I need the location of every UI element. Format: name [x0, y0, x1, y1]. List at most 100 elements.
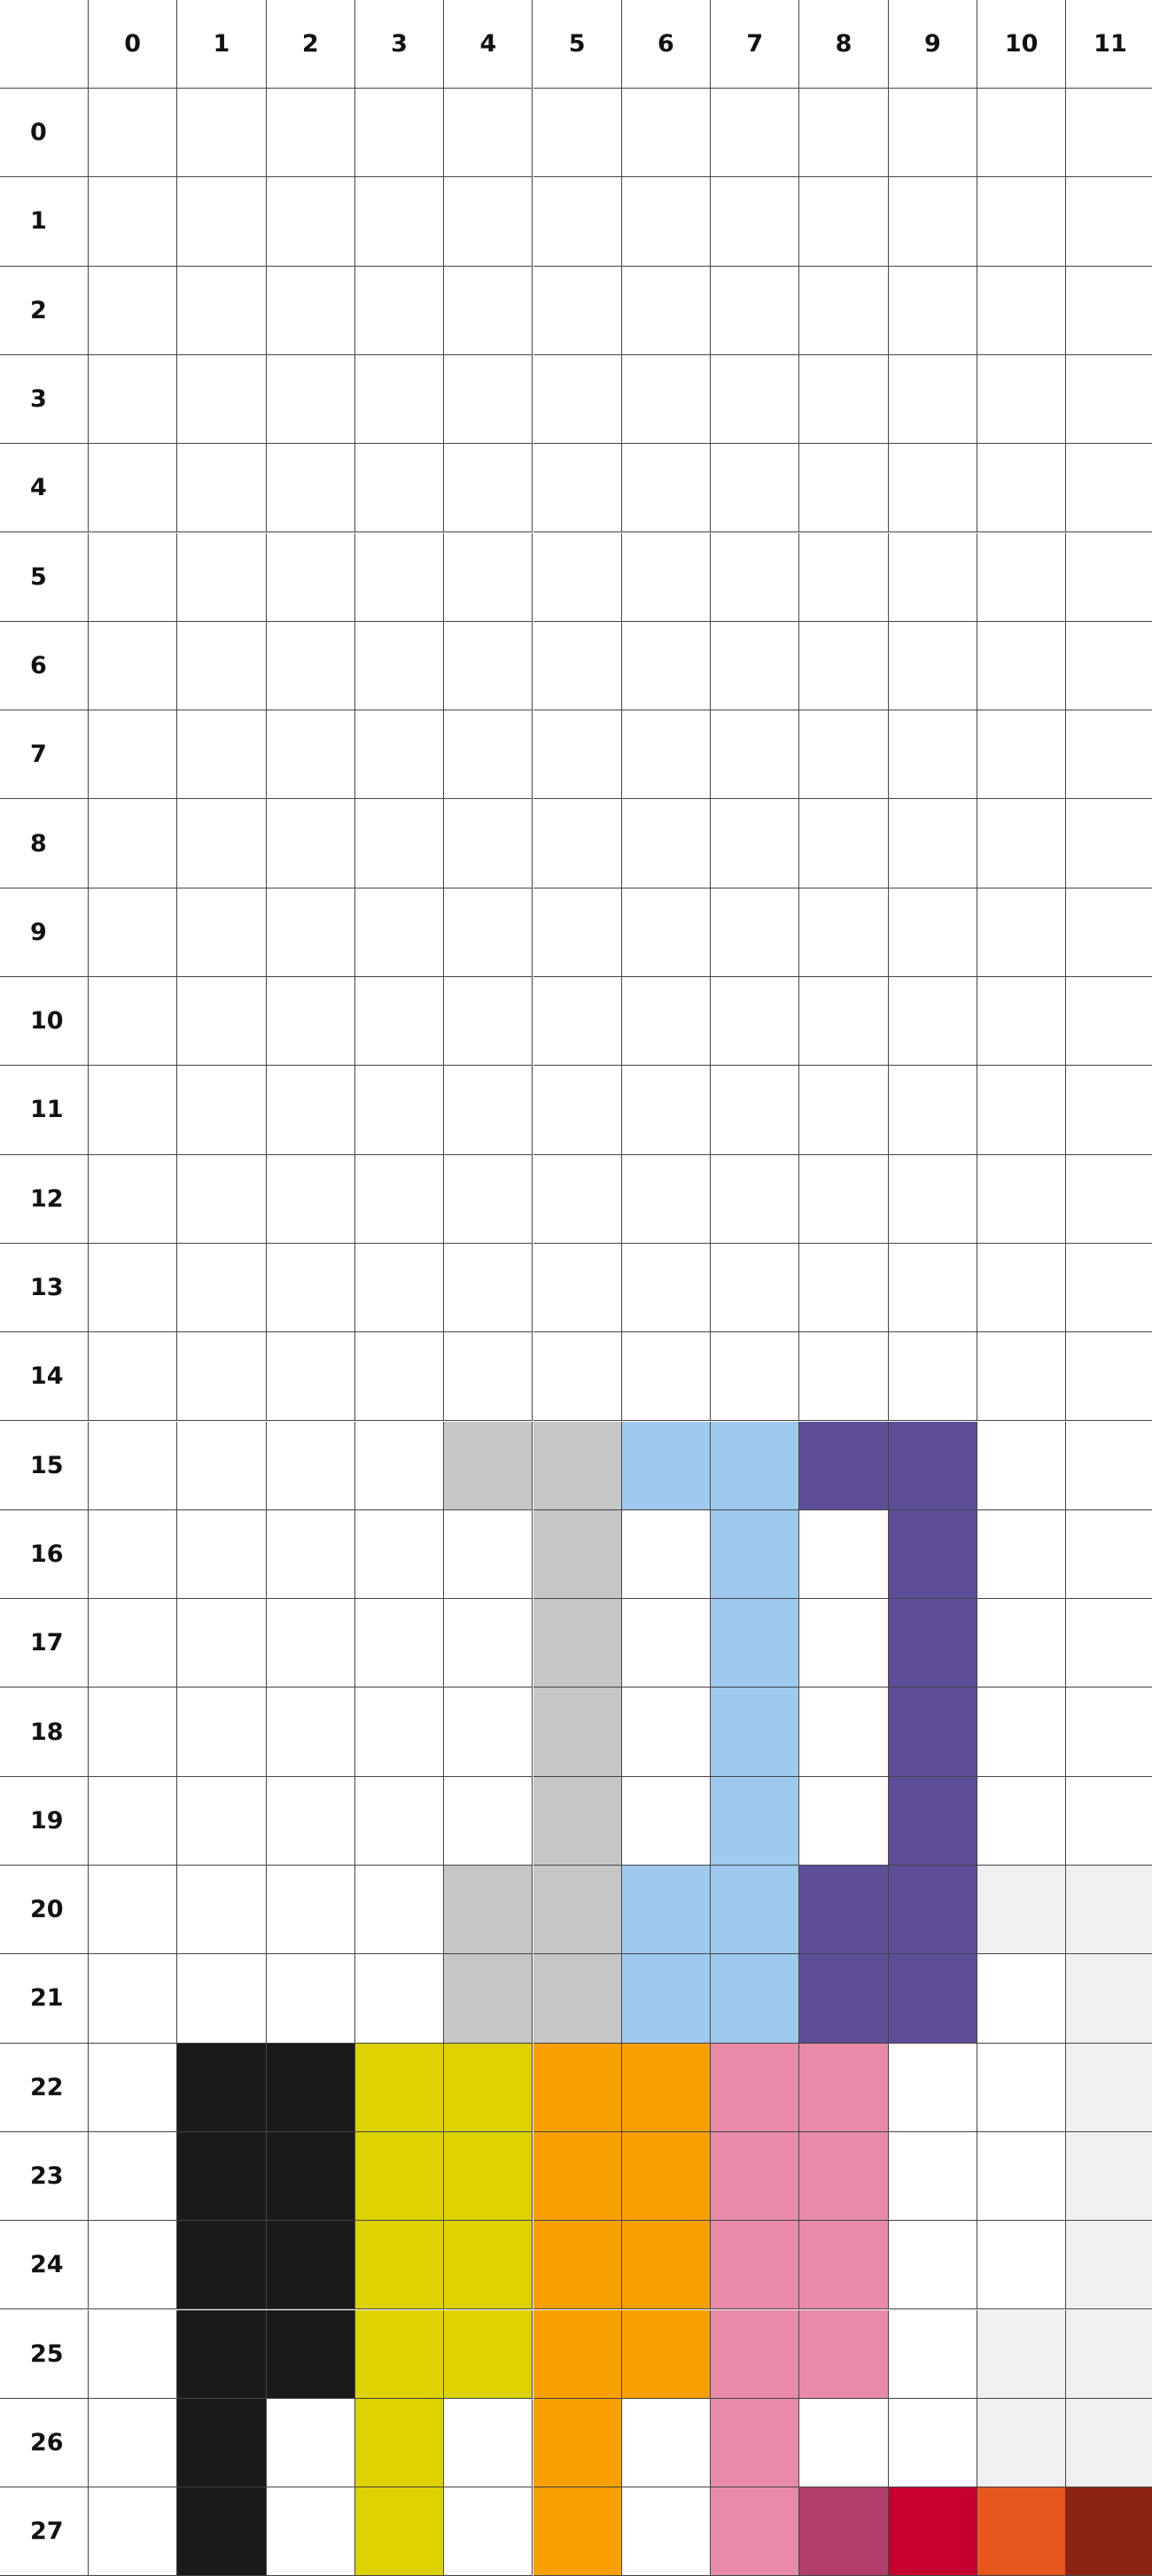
- grid-cell-r2-c3[interactable]: [354, 266, 445, 355]
- grid-cell-r27-c10[interactable]: [977, 2487, 1067, 2576]
- grid-cell-r21-c5[interactable]: [533, 1954, 622, 2044]
- grid-cell-r24-c0[interactable]: [89, 2221, 178, 2310]
- grid-cell-r17-c0[interactable]: [89, 1599, 178, 1688]
- grid-cell-r27-c11[interactable]: [1066, 2487, 1152, 2576]
- grid-cell-r24-c7[interactable]: [711, 2221, 800, 2310]
- grid-cell-r16-c4[interactable]: [444, 1509, 533, 1600]
- grid-cell-r22-c11[interactable]: [1066, 2043, 1152, 2132]
- grid-cell-r7-c5[interactable]: [533, 710, 622, 800]
- grid-cell-r8-c5[interactable]: [533, 799, 622, 888]
- grid-cell-r25-c6[interactable]: [621, 2309, 712, 2399]
- grid-cell-r13-c3[interactable]: [354, 1243, 445, 1333]
- grid-cell-r22-c4[interactable]: [444, 2043, 533, 2132]
- grid-cell-r14-c4[interactable]: [444, 1332, 533, 1422]
- grid-cell-r5-c2[interactable]: [266, 532, 355, 622]
- grid-cell-r22-c3[interactable]: [354, 2043, 445, 2132]
- grid-cell-r0-c0[interactable]: [89, 89, 178, 178]
- grid-cell-r18-c6[interactable]: [621, 1688, 712, 1777]
- grid-cell-r21-c8[interactable]: [799, 1954, 889, 2044]
- grid-cell-r23-c0[interactable]: [89, 2131, 178, 2222]
- grid-cell-r16-c5[interactable]: [533, 1509, 622, 1600]
- grid-cell-r21-c1[interactable]: [177, 1954, 267, 2044]
- grid-cell-r11-c7[interactable]: [711, 1066, 800, 1155]
- grid-cell-r13-c6[interactable]: [621, 1243, 712, 1333]
- grid-cell-r0-c6[interactable]: [621, 89, 712, 178]
- grid-cell-r25-c11[interactable]: [1066, 2309, 1152, 2399]
- grid-cell-r27-c9[interactable]: [888, 2487, 977, 2576]
- grid-cell-r15-c8[interactable]: [799, 1421, 889, 1510]
- grid-cell-r0-c4[interactable]: [444, 89, 533, 178]
- grid-cell-r7-c8[interactable]: [799, 710, 889, 800]
- grid-cell-r12-c0[interactable]: [89, 1154, 178, 1244]
- grid-cell-r3-c8[interactable]: [799, 354, 889, 445]
- grid-cell-r19-c9[interactable]: [888, 1776, 977, 1866]
- grid-cell-r9-c10[interactable]: [977, 888, 1067, 977]
- grid-cell-r8-c3[interactable]: [354, 799, 445, 888]
- grid-cell-r18-c5[interactable]: [533, 1688, 622, 1777]
- grid-cell-r6-c4[interactable]: [444, 621, 533, 711]
- grid-cell-r6-c7[interactable]: [711, 621, 800, 711]
- grid-cell-r9-c9[interactable]: [888, 888, 977, 977]
- grid-cell-r9-c7[interactable]: [711, 888, 800, 977]
- grid-cell-r5-c5[interactable]: [533, 532, 622, 622]
- grid-cell-r2-c9[interactable]: [888, 266, 977, 355]
- grid-cell-r17-c2[interactable]: [266, 1599, 355, 1688]
- grid-cell-r14-c7[interactable]: [711, 1332, 800, 1422]
- grid-cell-r21-c3[interactable]: [354, 1954, 445, 2044]
- grid-cell-r17-c6[interactable]: [621, 1599, 712, 1688]
- grid-cell-r3-c7[interactable]: [711, 354, 800, 445]
- grid-cell-r24-c8[interactable]: [799, 2221, 889, 2310]
- grid-cell-r15-c3[interactable]: [354, 1421, 445, 1510]
- grid-cell-r5-c7[interactable]: [711, 532, 800, 622]
- grid-cell-r12-c3[interactable]: [354, 1154, 445, 1244]
- grid-cell-r17-c5[interactable]: [533, 1599, 622, 1688]
- grid-cell-r23-c11[interactable]: [1066, 2131, 1152, 2222]
- grid-cell-r5-c11[interactable]: [1066, 532, 1152, 622]
- grid-cell-r17-c10[interactable]: [977, 1599, 1067, 1688]
- grid-cell-r9-c11[interactable]: [1066, 888, 1152, 977]
- grid-cell-r16-c3[interactable]: [354, 1509, 445, 1600]
- grid-cell-r4-c7[interactable]: [711, 444, 800, 533]
- grid-cell-r1-c6[interactable]: [621, 177, 712, 267]
- grid-cell-r3-c1[interactable]: [177, 354, 267, 445]
- grid-cell-r23-c1[interactable]: [177, 2131, 267, 2222]
- grid-cell-r15-c0[interactable]: [89, 1421, 178, 1510]
- grid-cell-r10-c5[interactable]: [533, 977, 622, 1067]
- grid-cell-r21-c11[interactable]: [1066, 1954, 1152, 2044]
- grid-cell-r5-c1[interactable]: [177, 532, 267, 622]
- grid-cell-r16-c0[interactable]: [89, 1509, 178, 1600]
- grid-cell-r12-c9[interactable]: [888, 1154, 977, 1244]
- grid-cell-r20-c11[interactable]: [1066, 1866, 1152, 1955]
- grid-cell-r8-c4[interactable]: [444, 799, 533, 888]
- grid-cell-r23-c5[interactable]: [533, 2131, 622, 2222]
- grid-cell-r24-c9[interactable]: [888, 2221, 977, 2310]
- grid-cell-r17-c11[interactable]: [1066, 1599, 1152, 1688]
- grid-cell-r13-c0[interactable]: [89, 1243, 178, 1333]
- grid-cell-r8-c0[interactable]: [89, 799, 178, 888]
- grid-cell-r5-c3[interactable]: [354, 532, 445, 622]
- grid-cell-r8-c2[interactable]: [266, 799, 355, 888]
- grid-cell-r2-c6[interactable]: [621, 266, 712, 355]
- grid-cell-r7-c3[interactable]: [354, 710, 445, 800]
- grid-cell-r10-c4[interactable]: [444, 977, 533, 1067]
- grid-cell-r15-c4[interactable]: [444, 1421, 533, 1510]
- grid-cell-r2-c10[interactable]: [977, 266, 1067, 355]
- grid-cell-r16-c6[interactable]: [621, 1509, 712, 1600]
- grid-cell-r27-c6[interactable]: [621, 2487, 712, 2576]
- grid-cell-r3-c2[interactable]: [266, 354, 355, 445]
- grid-cell-r20-c3[interactable]: [354, 1866, 445, 1955]
- grid-cell-r24-c4[interactable]: [444, 2221, 533, 2310]
- grid-cell-r26-c3[interactable]: [354, 2398, 445, 2488]
- grid-cell-r21-c4[interactable]: [444, 1954, 533, 2044]
- grid-cell-r14-c8[interactable]: [799, 1332, 889, 1422]
- grid-cell-r7-c11[interactable]: [1066, 710, 1152, 800]
- grid-cell-r22-c1[interactable]: [177, 2043, 267, 2132]
- grid-cell-r19-c11[interactable]: [1066, 1776, 1152, 1866]
- grid-cell-r22-c7[interactable]: [711, 2043, 800, 2132]
- grid-cell-r11-c1[interactable]: [177, 1066, 267, 1155]
- grid-cell-r21-c9[interactable]: [888, 1954, 977, 2044]
- grid-cell-r6-c9[interactable]: [888, 621, 977, 711]
- grid-cell-r4-c9[interactable]: [888, 444, 977, 533]
- grid-cell-r13-c5[interactable]: [533, 1243, 622, 1333]
- grid-cell-r22-c0[interactable]: [89, 2043, 178, 2132]
